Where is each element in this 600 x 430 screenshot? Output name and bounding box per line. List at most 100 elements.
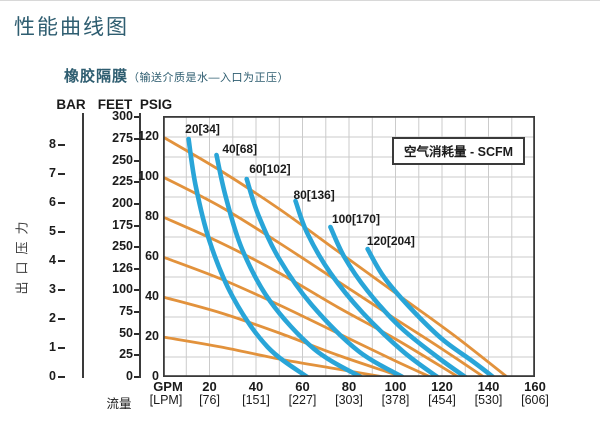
feet-tick-label: 0 — [126, 369, 133, 383]
lpm-tick-label: [151] — [242, 393, 270, 407]
plot-border — [163, 116, 535, 377]
air-consumption-curve-80[136] — [293, 198, 440, 377]
bar-tick-label: 1 — [49, 340, 56, 354]
grid-horizontal-lines — [163, 116, 535, 358]
air-consumption-curve-120[204] — [365, 246, 496, 377]
bar-tick-label: 5 — [49, 224, 56, 238]
psig-axis-header: PSIG — [139, 97, 173, 112]
air-curve-label: 60[102] — [249, 162, 291, 176]
gpm-tick-label: 160 — [524, 379, 546, 394]
lpm-tick-label: [530] — [474, 393, 503, 407]
performance-80psi-curve — [163, 215, 460, 377]
page-subtitle: 橡胶隔膜（输送介质是水—入口为正压） — [64, 65, 289, 86]
feet-tick-label: 126 — [112, 260, 133, 275]
gpm-tick-label: 20 — [202, 379, 217, 394]
air-consumption-curve-60[102] — [244, 176, 405, 377]
bar-tick-label: 2 — [49, 311, 56, 325]
bar-axis-header: BAR — [56, 97, 86, 112]
x-axis-unit-lpm: [LPM] — [149, 393, 183, 407]
feet-tick-mark — [134, 354, 139, 357]
page-title: 性能曲线图 — [14, 16, 129, 39]
psig-tick-label: 120 — [138, 129, 159, 143]
feet-tick-mark — [134, 224, 139, 227]
feet-tick-label: 25 — [119, 347, 133, 362]
feet-tick-mark — [134, 332, 139, 335]
bar-axis-line — [82, 113, 84, 378]
feet-tick-mark — [134, 116, 139, 119]
gpm-tick-label: 120 — [431, 379, 453, 394]
feet-tick-label: 250 — [112, 152, 133, 167]
psig-tick-label: 40 — [145, 289, 159, 303]
membrane-note: （输送介质是水—入口为正压） — [128, 72, 290, 84]
feet-tick-mark — [134, 376, 139, 378]
air-curve-label: 100[170] — [331, 212, 380, 226]
psig-tick-label: 100 — [138, 169, 159, 183]
bar-tick-mark — [58, 202, 65, 204]
air-curve-label: 120[204] — [366, 234, 415, 248]
feet-tick-label: 225 — [112, 174, 133, 189]
gpm-tick-label: 100 — [384, 379, 407, 394]
air-curve-label: 40[68] — [222, 142, 258, 156]
gpm-tick-label: 140 — [477, 379, 500, 394]
bar-tick-mark — [58, 289, 65, 291]
bar-tick-label: 8 — [49, 137, 56, 151]
membrane-type-label: 橡胶隔膜 — [64, 68, 129, 85]
performance-chart-plot — [163, 116, 535, 377]
bar-tick-label: 0 — [49, 369, 56, 383]
performance-60psi-curve — [163, 255, 432, 377]
lpm-tick-label: [606] — [521, 393, 549, 407]
feet-tick-mark — [134, 137, 139, 140]
bar-tick-mark — [58, 144, 65, 146]
lpm-tick-label: [303] — [335, 393, 363, 407]
bar-tick-label: 6 — [49, 195, 56, 209]
legend-label: 空气消耗量 - SCFM — [404, 145, 514, 159]
feet-tick-label: 175 — [112, 217, 133, 232]
feet-tick-mark — [134, 246, 139, 249]
bar-tick-label: 7 — [49, 166, 56, 180]
air-consumption-curve-100[170] — [328, 224, 468, 377]
feet-axis-line — [139, 113, 141, 378]
bar-tick-mark — [58, 231, 65, 233]
psig-tick-label: 60 — [145, 249, 159, 263]
feet-tick-label: 50 — [119, 325, 133, 340]
bar-tick-mark — [58, 173, 65, 175]
psig-tick-label: 0 — [152, 369, 159, 383]
feet-tick-mark — [134, 267, 139, 270]
bar-tick-mark — [58, 260, 65, 262]
feet-tick-label: 200 — [112, 195, 133, 210]
gpm-tick-label: 40 — [248, 379, 264, 394]
feet-tick-mark — [134, 202, 139, 205]
feet-tick-mark — [134, 181, 139, 184]
air-consumption-curve-20[34] — [186, 136, 310, 377]
lpm-tick-label: [454] — [428, 393, 456, 407]
psig-tick-label: 80 — [145, 209, 159, 223]
feet-tick-mark — [134, 311, 139, 314]
bar-tick-label: 3 — [49, 282, 56, 296]
feet-tick-label: 300 — [112, 109, 133, 124]
air-curve-label: 80[136] — [293, 188, 335, 202]
feet-tick-label: 75 — [119, 304, 133, 319]
bar-tick-mark — [58, 347, 65, 349]
bar-tick-mark — [58, 376, 65, 378]
lpm-tick-label: [378] — [381, 393, 410, 407]
feet-tick-label: 250 — [112, 239, 133, 254]
bar-tick-label: 4 — [49, 253, 56, 267]
feet-tick-mark — [134, 289, 139, 292]
bar-tick-mark — [58, 318, 65, 320]
air-consumption-curve-40[68] — [214, 152, 363, 377]
feet-tick-mark — [134, 159, 139, 162]
lpm-tick-label: [76] — [199, 393, 220, 407]
gpm-tick-label: 60 — [295, 379, 310, 394]
feet-tick-label: 100 — [112, 282, 133, 297]
feet-axis-header: FEET — [97, 97, 133, 112]
feet-tick-label: 275 — [112, 130, 133, 145]
performance-40psi-curve — [163, 295, 404, 377]
x-axis-flow-label: 流量 — [106, 397, 132, 411]
x-axis-unit-gpm: GPM — [153, 379, 183, 394]
legend-box: 空气消耗量 - SCFM — [392, 137, 526, 165]
gpm-tick-label: 80 — [341, 379, 357, 394]
air-curve-label: 20[34] — [185, 122, 220, 136]
lpm-tick-label: [227] — [288, 393, 317, 407]
psig-tick-label: 20 — [145, 329, 159, 343]
